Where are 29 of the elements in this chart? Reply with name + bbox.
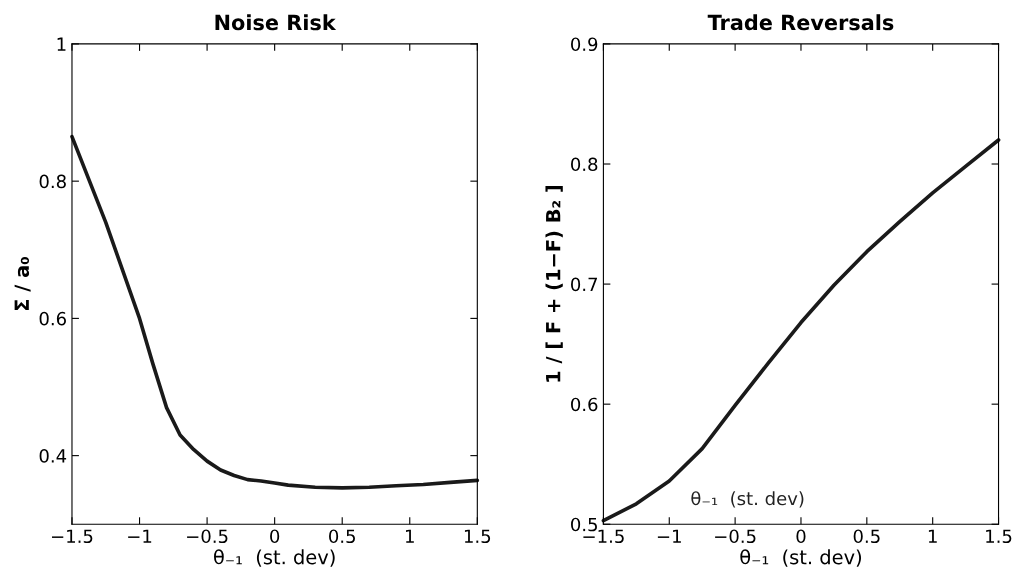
x-tick-label: 1 bbox=[406, 529, 414, 543]
y-tick-label: 0.4 bbox=[39, 449, 67, 463]
chart-title: Noise Risk bbox=[215, 14, 337, 31]
line-series bbox=[70, 134, 480, 490]
y-tick-label: 0.9 bbox=[571, 37, 598, 52]
y-axis-title: 1 / [ F + (1−F) B₂ ] bbox=[545, 185, 563, 382]
x-tick-label: −1.5 bbox=[51, 529, 93, 544]
x-tick-label: 1 bbox=[928, 529, 937, 543]
y-tick-label: 0.6 bbox=[39, 311, 66, 326]
x-tick-label: 1.5 bbox=[986, 529, 1012, 544]
y-tick-label: 0.8 bbox=[571, 157, 598, 172]
annotation: θ₋₁ (st. dev) bbox=[691, 491, 804, 508]
y-tick-label: 0.6 bbox=[571, 397, 598, 412]
x-tick-label: −0.5 bbox=[187, 529, 228, 544]
y-tick-label: 0.7 bbox=[571, 277, 598, 292]
x-axis-title: θ₋₁ (st. dev) bbox=[214, 549, 335, 567]
x-tick-label: 1.5 bbox=[464, 529, 491, 544]
y-tick-label: 0.8 bbox=[39, 174, 66, 189]
y-axis-title: Σ / a₀ bbox=[14, 257, 31, 311]
y-tick-label: 1 bbox=[57, 37, 66, 51]
x-tick-label: 0.5 bbox=[853, 529, 880, 544]
x-tick-label: 0 bbox=[270, 529, 280, 544]
x-tick-label: −0.5 bbox=[715, 529, 756, 544]
x-tick-label: 0.5 bbox=[329, 529, 355, 544]
x-tick-label: −1 bbox=[657, 529, 681, 543]
x-axis-title: θ₋₁ (st. dev) bbox=[740, 549, 862, 567]
chart-title: Trade Reversals bbox=[707, 14, 894, 31]
x-tick-label: −1 bbox=[128, 529, 152, 543]
x-tick-label: 0 bbox=[796, 529, 806, 544]
